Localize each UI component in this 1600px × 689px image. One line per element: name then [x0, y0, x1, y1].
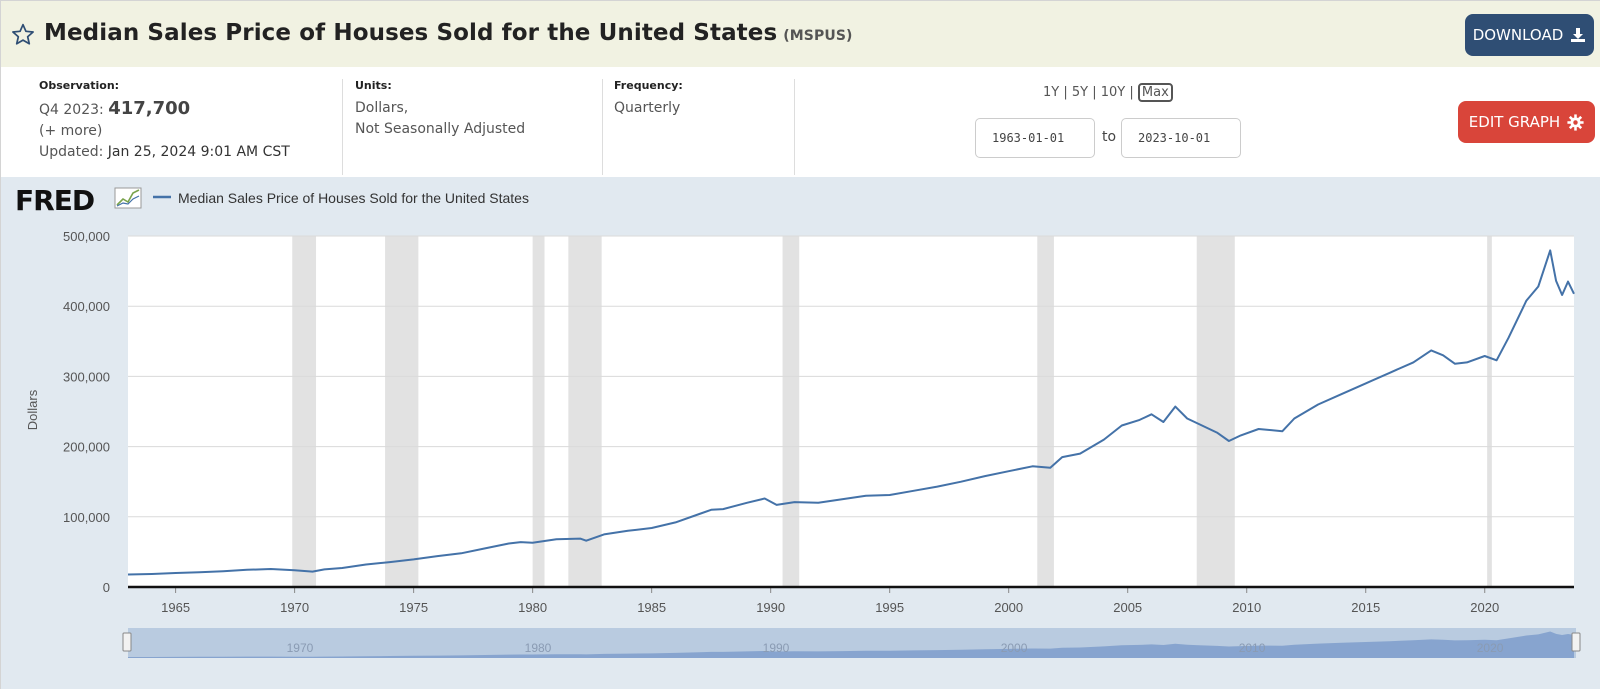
recession-band	[1196, 236, 1235, 587]
gear-icon	[1567, 113, 1584, 131]
end-date-input[interactable]: 2023-10-01	[1121, 118, 1241, 158]
recession-band	[568, 236, 602, 587]
series-id: (MSPUS)	[783, 28, 853, 44]
frequency-value: Quarterly	[614, 100, 681, 116]
series-meta: Observation: Q4 2023: 417,700 (+ more) U…	[1, 67, 1600, 177]
units-label: Units:	[355, 79, 392, 92]
navigator-tick-label: 2010	[1239, 641, 1266, 655]
x-tick-label: 2010	[1232, 600, 1261, 615]
meta-divider	[602, 79, 603, 175]
navigator-tick-label: 2000	[1001, 641, 1028, 655]
title-bar: Median Sales Price of Houses Sold for th…	[1, 1, 1600, 67]
updated-value: Jan 25, 2024 9:01 AM CST	[107, 144, 290, 160]
navigator-tick-label: 1980	[525, 641, 552, 655]
edit-graph-label: EDIT GRAPH	[1468, 113, 1561, 131]
x-tick-label: 1970	[280, 600, 309, 615]
fred-logo: FRED	[15, 184, 94, 217]
x-tick-label: 1965	[161, 600, 190, 615]
chart-area: FRED Median Sales Price of Houses Sold f…	[1, 177, 1600, 689]
navigator-tick-label: 1970	[287, 641, 314, 655]
y-tick-label: 500,000	[63, 229, 110, 244]
y-tick-label: 200,000	[63, 440, 110, 455]
x-tick-label: 2005	[1113, 600, 1142, 615]
legend-label[interactable]: Median Sales Price of Houses Sold for th…	[178, 190, 529, 206]
range-selector: 1Y | 5Y | 10Y | Max	[1043, 83, 1173, 102]
fred-chart-icon	[114, 187, 142, 209]
frequency-label: Frequency:	[614, 79, 683, 92]
navigator-tick-label: 2020	[1477, 641, 1504, 655]
x-tick-label: 1980	[518, 600, 547, 615]
download-label: DOWNLOAD	[1472, 26, 1564, 44]
plot-background	[128, 236, 1574, 587]
star-icon[interactable]	[10, 22, 36, 48]
navigator-labels: 1970 1980 1990 2000 2010 2020	[287, 641, 1504, 655]
recession-band	[292, 236, 317, 587]
y-axis-ticks: 0 100,000 200,000 300,000 400,000 500,000	[63, 229, 110, 595]
observation-period: Q4 2023:	[39, 102, 104, 118]
y-tick-label: 300,000	[63, 369, 110, 384]
page-title: Median Sales Price of Houses Sold for th…	[44, 20, 853, 46]
navigator-tick-label: 1990	[763, 641, 790, 655]
units-line-1: Dollars,	[355, 100, 409, 116]
recession-band	[1487, 236, 1492, 587]
series-line[interactable]	[127, 249, 1575, 576]
navigator-right-handle[interactable]	[1571, 632, 1581, 652]
x-axis-ticks: 1965 1970 1975 1980 1985 1990 1995 2000 2005 2010…	[161, 587, 1499, 615]
to-label: to	[1102, 129, 1117, 145]
recession-band	[385, 236, 419, 587]
line-chart[interactable]: FRED Median Sales Price of Houses Sold f…	[1, 177, 1600, 689]
range-10y[interactable]: 10Y	[1100, 85, 1126, 100]
units-block: Units: Dollars, Not Seasonally Adjusted	[355, 79, 525, 140]
updated-label: Updated:	[39, 144, 104, 160]
x-tick-label: 1975	[399, 600, 428, 615]
observation-label: Observation:	[39, 79, 120, 92]
navigator-left-handle[interactable]	[122, 632, 132, 652]
y-tick-label: 400,000	[63, 299, 110, 314]
recession-band	[782, 236, 800, 587]
recession-band	[532, 236, 545, 587]
download-icon	[1571, 28, 1586, 42]
more-link[interactable]: (+ more)	[39, 123, 103, 139]
x-tick-label: 2020	[1470, 600, 1499, 615]
range-1y[interactable]: 1Y	[1043, 85, 1060, 100]
start-date-input[interactable]: 1963-01-01	[975, 118, 1095, 158]
x-tick-label: 1990	[756, 600, 785, 615]
range-max[interactable]: Max	[1137, 83, 1173, 102]
units-line-2: Not Seasonally Adjusted	[355, 121, 526, 137]
y-tick-label: 100,000	[63, 510, 110, 525]
download-button[interactable]: DOWNLOAD	[1465, 14, 1594, 56]
x-tick-label: 1995	[875, 600, 904, 615]
x-tick-label: 1985	[637, 600, 666, 615]
x-tick-label: 2015	[1351, 600, 1380, 615]
y-tick-label: 0	[103, 580, 110, 595]
observation-value: 417,700	[108, 98, 191, 119]
recession-band	[1037, 236, 1054, 587]
recession-shading	[292, 236, 1492, 587]
gridlines	[128, 235, 1574, 518]
meta-divider	[342, 79, 343, 175]
x-tick-label: 2000	[994, 600, 1023, 615]
observation-block: Observation: Q4 2023: 417,700 (+ more) U…	[39, 79, 290, 163]
series-title: Median Sales Price of Houses Sold for th…	[44, 20, 778, 46]
edit-graph-button[interactable]: EDIT GRAPH	[1458, 101, 1595, 143]
navigator-series	[128, 631, 1574, 658]
meta-divider	[794, 79, 795, 175]
range-5y[interactable]: 5Y	[1071, 85, 1089, 100]
frequency-block: Frequency: Quarterly	[614, 79, 683, 119]
range-navigator[interactable]: 1970 1980 1990 2000 2010 2020	[122, 628, 1581, 658]
y-axis-title: Dollars	[25, 389, 40, 430]
